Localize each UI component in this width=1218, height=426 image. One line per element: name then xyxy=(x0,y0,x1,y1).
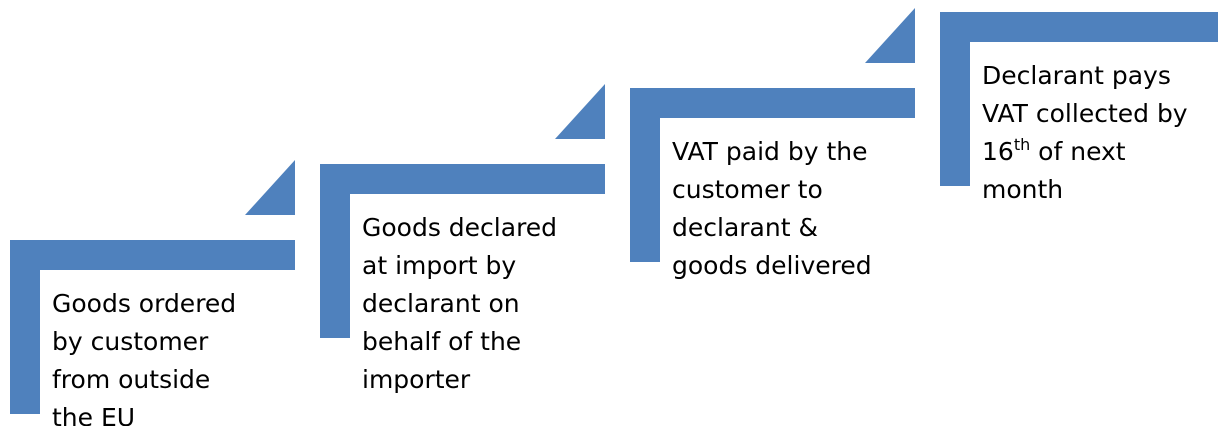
step-text-line: month xyxy=(982,175,1063,204)
step-text-line: behalf of the xyxy=(362,327,521,356)
step-text-line: by customer xyxy=(52,327,209,356)
step-horizontal-bar xyxy=(10,240,295,270)
step: Goods declared at import by declarant on be… xyxy=(320,84,605,394)
step-text-line: the EU xyxy=(52,403,135,426)
step-text-line: VAT collected by xyxy=(982,99,1188,128)
step-text-line: 16th of next xyxy=(982,135,1126,166)
step: Declarant pays VAT collected by 16th of ne… xyxy=(940,12,1218,204)
step-arrow xyxy=(555,84,605,139)
step-text-line: Declarant pays xyxy=(982,61,1171,90)
step: Goods ordered by customer from outside the … xyxy=(10,160,295,426)
superscript: th xyxy=(1014,135,1030,154)
text-part: of next xyxy=(1030,137,1126,166)
step-text-line: goods delivered xyxy=(672,251,872,280)
step-text-line: Goods declared xyxy=(362,213,557,242)
step-text-line: from outside xyxy=(52,365,210,394)
step-text-line: customer to xyxy=(672,175,823,204)
text-part: 16 xyxy=(982,137,1014,166)
step-arrow xyxy=(245,160,295,215)
step-text-line: importer xyxy=(362,365,471,394)
step-text-line: declarant on xyxy=(362,289,520,318)
step-text-line: Goods ordered xyxy=(52,289,236,318)
step-text-line: declarant & xyxy=(672,213,818,242)
step-horizontal-bar xyxy=(630,88,915,118)
step: VAT paid by the customer to declarant & goo… xyxy=(630,8,915,280)
step-horizontal-bar xyxy=(940,12,1218,42)
step-text-line: at import by xyxy=(362,251,516,280)
step-horizontal-bar xyxy=(320,164,605,194)
step-arrow xyxy=(865,8,915,63)
step-text-line: VAT paid by the xyxy=(672,137,867,166)
